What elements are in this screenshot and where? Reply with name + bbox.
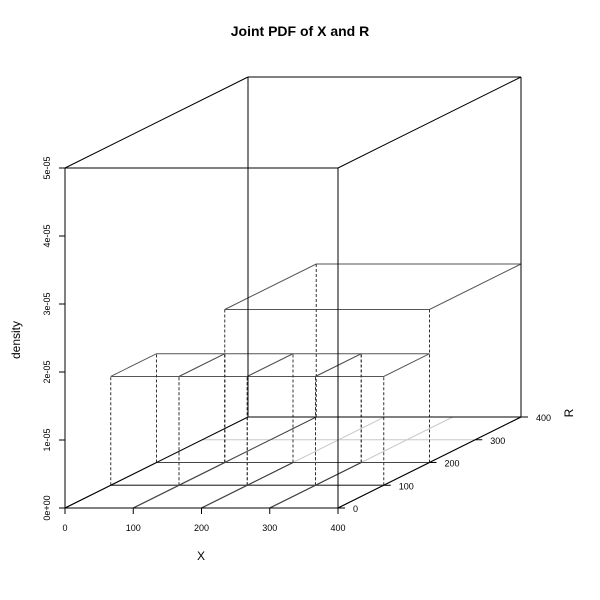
pdf-bar <box>246 353 362 486</box>
r-tick-label: 0 <box>353 504 358 514</box>
pdf-bar <box>178 353 294 486</box>
r-tick-label: 400 <box>536 413 551 423</box>
bar-face <box>178 353 294 377</box>
bounding-box <box>64 76 522 509</box>
density-tick-label: 1e-05 <box>42 428 52 451</box>
bar-face <box>315 353 430 377</box>
pdf-bar <box>133 484 248 509</box>
bar-face <box>247 353 362 377</box>
box-edge <box>337 76 522 169</box>
bar-face <box>178 462 294 486</box>
bar-face <box>110 353 225 377</box>
r-tick-label: 100 <box>399 481 414 491</box>
pdf-bar <box>269 484 384 509</box>
x-tick-label: 0 <box>62 523 67 533</box>
r-axis: 0 100 200 300 400 <box>338 413 551 514</box>
r-tick-label: 200 <box>445 459 460 469</box>
density-tick-label: 5e-05 <box>42 156 52 179</box>
pdf-bar <box>224 263 522 463</box>
pdf-bar <box>315 353 430 486</box>
x-tick-label: 300 <box>262 523 277 533</box>
density-axis-label: density <box>9 321 23 359</box>
x-tick-label: 400 <box>330 523 345 533</box>
bar-face <box>201 484 316 509</box>
bar-face <box>133 484 248 509</box>
density-tick-label: 2e-05 <box>42 360 52 383</box>
chart-title: Joint PDF of X and R <box>231 23 369 39</box>
x-axis: 0 100 200 300 400 <box>62 508 346 533</box>
x-axis-label: X <box>197 549 205 563</box>
bar-face <box>269 484 384 509</box>
density-tick-label: 3e-05 <box>42 292 52 315</box>
box-edge <box>64 76 249 169</box>
bars-layer <box>64 263 522 509</box>
r-axis-label: R <box>562 408 576 417</box>
bar-face <box>110 462 225 486</box>
bar-face <box>224 263 522 310</box>
bar-face <box>247 462 362 486</box>
x-tick-label: 200 <box>194 523 209 533</box>
density-tick-label: 4e-05 <box>42 224 52 247</box>
density-axis: 0e+00 1e-05 2e-05 3e-05 4e-05 5e-05 <box>42 156 65 521</box>
box-edge <box>64 416 249 509</box>
density-tick-label: 0e+00 <box>42 495 52 520</box>
pdf-bar <box>64 484 180 509</box>
pdf-bar <box>201 484 316 509</box>
x-tick-label: 100 <box>126 523 141 533</box>
r-tick-label: 300 <box>490 436 505 446</box>
bar-face <box>64 484 180 509</box>
pdf-bar <box>110 353 226 486</box>
